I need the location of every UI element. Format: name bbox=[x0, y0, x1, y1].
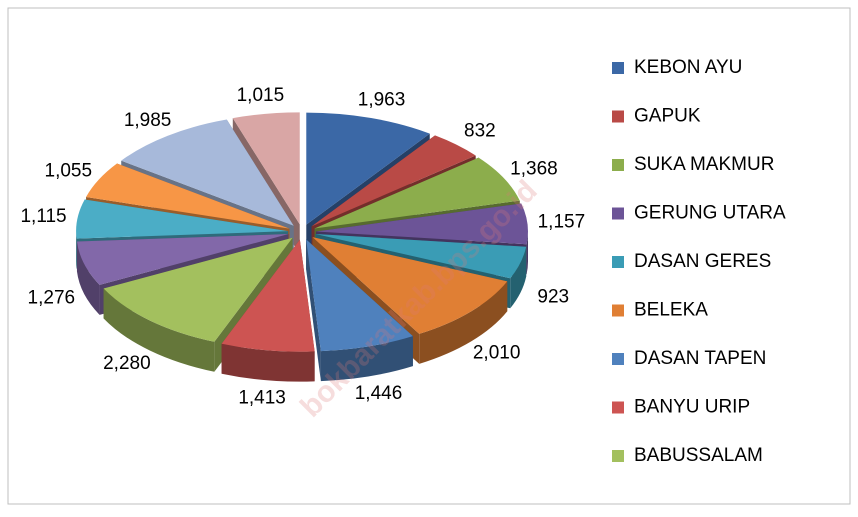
legend-swatch bbox=[612, 402, 624, 414]
data-label: 1,115 bbox=[20, 206, 66, 227]
data-label: 832 bbox=[464, 120, 496, 141]
data-label: 1,276 bbox=[28, 288, 76, 309]
legend-label: SUKA MAKMUR bbox=[634, 154, 774, 175]
legend-label: BABUSSALAM bbox=[634, 445, 763, 466]
data-label: 2,280 bbox=[103, 353, 151, 374]
legend-swatch bbox=[612, 353, 624, 365]
data-label: 1,015 bbox=[237, 85, 285, 106]
legend-label: DASAN GERES bbox=[634, 251, 771, 272]
legend-label: BELEKA bbox=[634, 300, 708, 321]
data-label: 1,446 bbox=[355, 383, 403, 404]
legend-swatch bbox=[612, 305, 624, 317]
data-label: 1,157 bbox=[538, 211, 586, 232]
legend-label: GAPUK bbox=[634, 106, 701, 127]
legend-swatch bbox=[612, 256, 624, 268]
data-label: 1,055 bbox=[45, 161, 93, 182]
legend-label: KEBON AYU bbox=[634, 57, 742, 78]
data-label: 2,010 bbox=[473, 343, 521, 364]
legend-swatch bbox=[612, 62, 624, 74]
data-label: 1,963 bbox=[358, 90, 406, 111]
legend-label: DASAN TAPEN bbox=[634, 348, 766, 369]
legend-swatch bbox=[612, 111, 624, 123]
data-label: 1,413 bbox=[238, 387, 286, 408]
data-label: 923 bbox=[537, 287, 569, 308]
legend-swatch bbox=[612, 450, 624, 462]
legend-swatch bbox=[612, 208, 624, 220]
legend-label: BANYU URIP bbox=[634, 397, 750, 418]
legend-swatch bbox=[612, 159, 624, 171]
legend-label: GERUNG UTARA bbox=[634, 203, 786, 224]
data-label: 1,985 bbox=[124, 110, 172, 131]
